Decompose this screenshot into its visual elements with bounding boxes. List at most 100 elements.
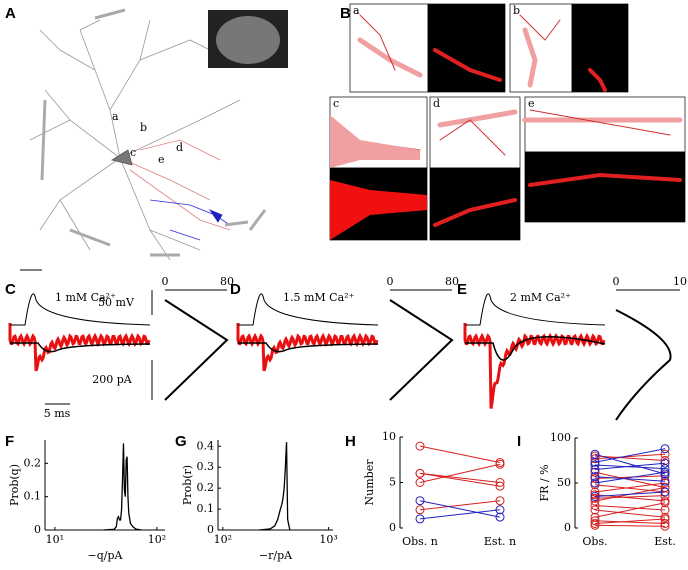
pair-point	[590, 501, 600, 510]
current-traces	[8, 323, 151, 372]
amplitude-histogram	[615, 309, 672, 421]
recordings: 1 mM Ca²⁺ 0 80 1.5 mM Ca²⁺ 0 80 2 mM Ca²⁺ 0 10	[8, 275, 687, 421]
y-tick-label: 0.4	[197, 439, 215, 452]
y-tick-label: 0	[564, 521, 571, 534]
x-tick-label: Est. n	[484, 535, 516, 548]
pair-point	[590, 520, 600, 530]
pair-line	[594, 495, 666, 499]
pair-point	[495, 459, 505, 469]
pair-point	[660, 514, 670, 524]
subpanel-labels: a b c d e	[333, 4, 535, 110]
y-tick-label: 5	[389, 476, 396, 489]
y-tick-label: 0.1	[24, 490, 42, 503]
panel-label: G	[175, 433, 187, 450]
hist-tick-label: 0	[613, 275, 620, 288]
x-tick-label: 10¹	[46, 533, 64, 546]
panel-label: D	[230, 281, 241, 298]
hist-tick-label: 80	[220, 275, 234, 288]
pair-line	[419, 509, 501, 520]
x-tick-label: Est.	[654, 535, 676, 548]
subpanel-label: d	[433, 97, 440, 110]
pair-line	[594, 505, 666, 511]
pair-line	[594, 455, 666, 461]
pair-point	[415, 468, 425, 478]
y-axis-label: Number	[363, 459, 376, 506]
panel-label: E	[457, 281, 467, 298]
current-traces	[463, 323, 606, 409]
neuron-drawing	[20, 8, 267, 271]
pair-line	[594, 518, 666, 524]
pair-point	[415, 478, 425, 487]
y-tick-label: 0.1	[197, 502, 215, 515]
scale-label: 50 mV	[98, 296, 135, 309]
subpanel-label: e	[528, 97, 535, 110]
pair-point	[660, 483, 670, 492]
pair-point	[660, 467, 670, 477]
panel-label: A	[5, 5, 16, 22]
pair-point	[590, 472, 600, 482]
panel-label: H	[345, 433, 356, 450]
pair-line	[419, 500, 501, 511]
y-tick-label: 0	[34, 523, 41, 536]
hist-tick-label: 10	[673, 275, 687, 288]
hist-tick-label: 0	[387, 275, 394, 288]
site-label: b	[140, 121, 147, 134]
pair-line	[419, 445, 501, 463]
amplitude-histogram	[164, 299, 229, 401]
hist-tick-label: 0	[162, 275, 169, 288]
ap-trace	[238, 293, 379, 326]
pair-point	[495, 512, 505, 522]
pair-line	[594, 502, 666, 518]
hist-tick-label: 80	[445, 275, 459, 288]
scale-label: 5 ms	[44, 407, 71, 420]
x-tick-label: Obs.	[582, 535, 607, 548]
pair-point	[660, 476, 670, 486]
site-label: d	[176, 141, 183, 154]
y-tick-label: 0.2	[197, 481, 215, 494]
pair-line	[594, 471, 666, 488]
pair-line	[419, 472, 501, 483]
site-label: e	[158, 153, 165, 166]
pair-point	[660, 521, 670, 531]
y-tick-label: 10	[382, 430, 396, 443]
x-tick-label: 10²	[214, 533, 232, 546]
site-label: c	[130, 146, 136, 159]
x-axis-label: −q/pA	[88, 549, 124, 562]
amplitude-histogram	[389, 299, 454, 401]
x-axis-label: −r/pA	[259, 549, 293, 562]
y-tick-label: 0	[207, 523, 214, 536]
pair-point	[660, 444, 670, 454]
pair-line	[594, 482, 666, 493]
mean-trace	[238, 342, 379, 353]
scale-bars	[45, 290, 153, 405]
site-label: a	[112, 110, 119, 123]
dendrite-sketches	[330, 14, 683, 240]
pair-point	[660, 498, 670, 508]
pair-line	[594, 476, 666, 482]
pair-line	[594, 524, 666, 527]
pair-point	[495, 496, 505, 506]
y-tick-label: 100	[550, 431, 571, 444]
panel-label: F	[5, 433, 14, 450]
pair-point	[415, 441, 425, 451]
pair-line	[594, 520, 666, 524]
ap-trace	[10, 293, 151, 326]
scale-label: 200 pA	[92, 373, 133, 386]
subpanel-label: a	[353, 4, 360, 17]
y-tick-label: 0	[389, 521, 396, 534]
panel-label: C	[5, 281, 16, 298]
pair-point	[590, 496, 600, 506]
pair-line	[594, 453, 666, 475]
y-tick-label: 50	[557, 476, 571, 489]
pair-point	[590, 505, 600, 515]
condition-label: 1 mM Ca²⁺	[55, 291, 116, 304]
y-tick-label: 0.3	[197, 460, 215, 473]
pair-point	[660, 487, 670, 497]
condition-label: 1.5 mM Ca²⁺	[283, 291, 355, 304]
pair-point	[590, 465, 600, 474]
x-tick-label: Obs. n	[402, 535, 438, 548]
pair-line	[594, 509, 666, 518]
y-tick-label: 0.2	[24, 456, 42, 469]
ap-trace	[465, 293, 606, 326]
